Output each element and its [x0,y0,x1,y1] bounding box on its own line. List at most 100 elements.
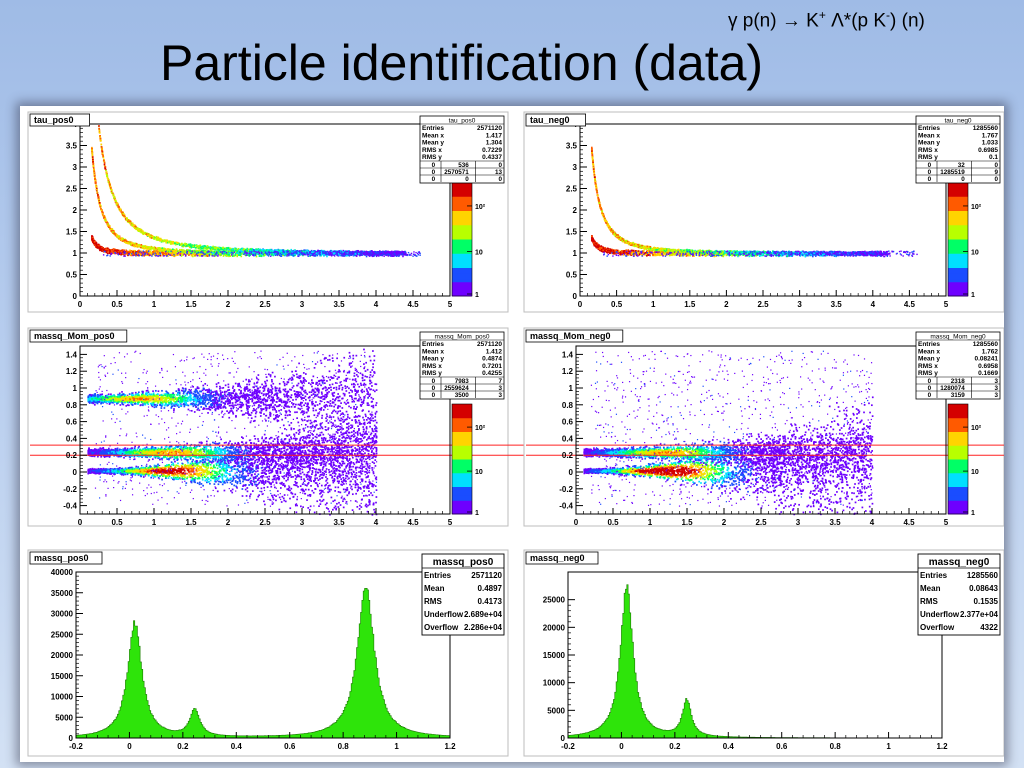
heatmap-cell [196,249,198,252]
heatmap-cell [221,252,224,255]
heatmap-cell [157,247,160,250]
heatmap-cell [359,253,361,255]
heatmap-cell [98,125,100,127]
heatmap-cell [383,251,385,253]
heatmap-cell [178,244,181,246]
heatmap-cell [206,251,209,253]
heatmap-cell [179,251,182,253]
heatmap-cell [97,195,100,198]
heatmap-cell [260,255,263,258]
heatmap-cell [234,252,237,255]
heatmap-cell [373,250,376,253]
heatmap-cell [105,247,108,250]
heatmap-cell [378,254,381,256]
heatmap-cell [139,245,142,248]
heatmap-cell [105,171,108,173]
heatmap-cell [287,252,289,254]
heatmap-cell [322,252,324,254]
heatmap-cell [321,250,323,253]
heatmap-cell [121,250,123,253]
heatmap-cell [157,254,159,256]
heatmap-cell [145,250,148,252]
heatmap-cell [137,251,140,254]
heatmap-cell [333,250,336,253]
heatmap-cell [248,255,251,257]
heatmap-cell [211,255,213,257]
heatmap-cell [155,248,158,251]
heatmap-cell [274,254,277,257]
heatmap-cell [352,251,355,254]
heatmap-cell [358,252,360,255]
heatmap-cell [340,252,342,255]
heatmap-cell [101,146,103,149]
heatmap-cell [124,218,127,220]
heatmap-cell [95,244,97,246]
heatmap-cell [208,252,211,254]
heatmap-cell [155,239,158,241]
overflow-cell: 0 [465,176,469,183]
heatmap-cell [345,253,348,255]
heatmap-cell [156,254,158,257]
heatmap-cell [129,222,132,225]
heatmap-cell [237,247,240,250]
heatmap-cell [211,251,213,254]
heatmap-cell [240,251,243,253]
palette-swatch [452,213,472,217]
heatmap-cell [239,253,242,256]
heatmap-cell [98,127,100,130]
heatmap-cell [102,249,105,251]
heatmap-cell [295,251,298,254]
heatmap-cell [109,225,111,227]
heatmap-cell [104,218,106,220]
heatmap-cell [284,251,287,254]
heatmap-cell [413,253,415,256]
heatmap-cell [109,185,112,188]
heatmap-cell [270,249,272,251]
stats-label: RMS y [422,154,442,161]
heatmap-cell [332,252,335,255]
heatmap-cell [256,253,259,255]
heatmap-cell [247,254,250,256]
heatmap-cell [92,163,95,166]
stats-label: Mean x [422,132,444,139]
heatmap-cell [215,252,218,254]
heatmap-cell [254,253,257,255]
heatmap-cell [119,238,121,240]
heatmap-cell [143,254,146,256]
heatmap-cell [99,204,101,207]
heatmap-cell [225,247,228,249]
palette-swatch [452,227,472,231]
heatmap-cell [95,246,98,248]
heatmap-cell [220,248,222,251]
heatmap-cell [280,253,283,256]
heatmap-cell [398,255,400,257]
heatmap-cell [342,251,344,253]
heatmap-cell [170,250,172,252]
heatmap-cell [248,249,251,252]
heatmap-cell [107,181,110,183]
heatmap-cell [263,250,265,252]
heatmap-cell [119,209,122,211]
heatmap-cell [96,247,99,249]
heatmap-cell [413,251,415,253]
heatmap-cell [416,255,418,257]
heatmap-cell [184,250,186,252]
heatmap-cell [163,252,166,255]
heatmap-cell [98,130,101,133]
heatmap-cell [263,254,266,256]
heatmap-cell [282,250,284,253]
heatmap-cell [92,159,94,162]
x-tick-label: 1 [152,300,157,309]
heatmap-cell [228,254,231,257]
heatmap-cell [188,243,190,246]
heatmap-cell [142,231,145,234]
heatmap-cell [256,251,258,254]
heatmap-cell [206,253,209,256]
heatmap-cell [320,249,323,252]
heatmap-cell [232,247,234,250]
heatmap-cell [91,148,93,150]
heatmap-cell [212,248,214,251]
heatmap-cell [228,255,230,258]
heatmap-cell [255,248,257,250]
heatmap-cell [334,250,336,252]
